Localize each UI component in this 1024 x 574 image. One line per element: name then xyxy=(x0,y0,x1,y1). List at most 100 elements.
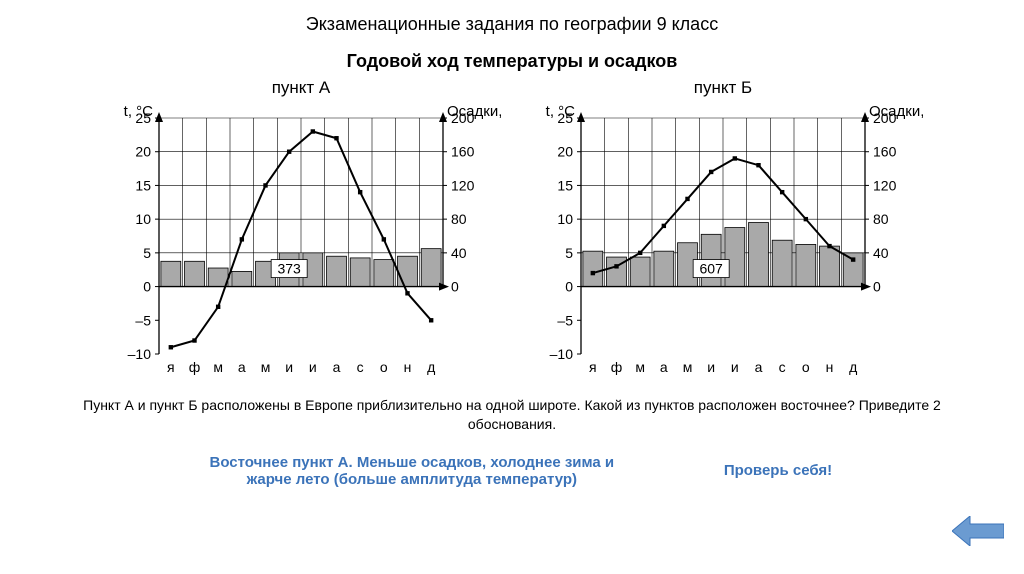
svg-text:и: и xyxy=(285,359,293,375)
svg-text:0: 0 xyxy=(565,279,573,295)
svg-text:а: а xyxy=(660,359,668,375)
svg-text:д: д xyxy=(849,359,857,375)
svg-text:120: 120 xyxy=(451,177,475,193)
temperature-marker xyxy=(358,190,362,194)
temperature-marker xyxy=(685,197,689,201)
arrow-left-icon[interactable] xyxy=(952,516,1004,546)
svg-text:ф: ф xyxy=(189,359,201,375)
svg-text:40: 40 xyxy=(873,245,889,261)
precip-bar xyxy=(350,258,370,287)
svg-text:15: 15 xyxy=(557,177,573,193)
annual-precip-label: 607 xyxy=(699,261,723,277)
temperature-marker xyxy=(240,237,244,241)
svg-text:а: а xyxy=(755,359,763,375)
svg-text:120: 120 xyxy=(873,177,897,193)
precip-bar xyxy=(327,256,347,286)
svg-text:80: 80 xyxy=(451,211,467,227)
svg-text:а: а xyxy=(333,359,341,375)
svg-text:160: 160 xyxy=(451,144,475,160)
svg-text:5: 5 xyxy=(565,245,573,261)
temperature-marker xyxy=(662,224,666,228)
svg-text:н: н xyxy=(826,359,834,375)
left-axis-label: t, °C xyxy=(124,103,154,120)
svg-text:а: а xyxy=(238,359,246,375)
temperature-marker xyxy=(169,345,173,349)
precip-bar xyxy=(749,223,769,287)
svg-text:15: 15 xyxy=(135,177,151,193)
precip-bar xyxy=(421,249,441,287)
chart-a-subtitle: пункт А xyxy=(101,78,501,98)
svg-text:н: н xyxy=(404,359,412,375)
temperature-marker xyxy=(382,237,386,241)
answer-row: Восточнее пункт А. Меньше осадков, холод… xyxy=(0,454,1024,488)
temperature-marker xyxy=(192,338,196,342)
temperature-marker xyxy=(614,264,618,268)
precip-bar xyxy=(772,240,792,286)
temperature-marker xyxy=(263,183,267,187)
temperature-marker xyxy=(827,244,831,248)
precip-bar xyxy=(185,261,205,286)
left-axis-label: t, °C xyxy=(546,103,576,120)
question-text: Пункт А и пункт Б расположены в Европе п… xyxy=(72,396,952,434)
temperature-marker xyxy=(591,271,595,275)
chart-b-block: пункт Б 607–10–5051015202504080120160200… xyxy=(523,78,923,382)
temperature-marker xyxy=(287,150,291,154)
svg-text:10: 10 xyxy=(557,211,573,227)
temperature-marker xyxy=(709,170,713,174)
svg-text:м: м xyxy=(635,359,645,375)
answer-text: Восточнее пункт А. Меньше осадков, холод… xyxy=(192,454,632,488)
temperature-marker xyxy=(334,136,338,140)
precip-bar xyxy=(161,261,181,286)
svg-text:о: о xyxy=(802,359,810,375)
precip-bar xyxy=(583,251,603,286)
svg-text:м: м xyxy=(213,359,223,375)
svg-text:с: с xyxy=(357,359,364,375)
temperature-marker xyxy=(780,190,784,194)
chart-main-title: Годовой ход температуры и осадков xyxy=(0,51,1024,72)
precip-bar xyxy=(398,256,418,286)
temperature-marker xyxy=(733,156,737,160)
page-title: Экзаменационные задания по географии 9 к… xyxy=(0,0,1024,35)
svg-text:и: и xyxy=(309,359,317,375)
temperature-marker xyxy=(756,163,760,167)
svg-text:–10: –10 xyxy=(128,346,152,362)
svg-text:д: д xyxy=(427,359,435,375)
precip-bar xyxy=(796,244,816,286)
svg-text:я: я xyxy=(167,359,175,375)
svg-text:0: 0 xyxy=(451,279,459,295)
svg-text:м: м xyxy=(261,359,271,375)
svg-text:40: 40 xyxy=(451,245,467,261)
svg-text:20: 20 xyxy=(135,144,151,160)
svg-text:20: 20 xyxy=(557,144,573,160)
svg-text:–5: –5 xyxy=(557,312,573,328)
precip-bar xyxy=(374,260,394,287)
precip-bar xyxy=(630,257,650,287)
chart-a-svg: 373–10–5051015202504080120160200яфмамииа… xyxy=(101,102,501,382)
svg-text:и: и xyxy=(731,359,739,375)
temperature-marker xyxy=(216,305,220,309)
svg-text:0: 0 xyxy=(873,279,881,295)
svg-text:я: я xyxy=(589,359,597,375)
svg-text:–5: –5 xyxy=(135,312,151,328)
svg-text:о: о xyxy=(380,359,388,375)
precip-bar xyxy=(208,268,228,287)
charts-row: пункт А 373–10–5051015202504080120160200… xyxy=(0,78,1024,382)
precip-bar xyxy=(820,246,840,286)
temperature-marker xyxy=(851,257,855,261)
svg-text:80: 80 xyxy=(873,211,889,227)
temperature-marker xyxy=(311,129,315,133)
annual-precip-label: 373 xyxy=(277,261,301,277)
svg-text:5: 5 xyxy=(143,245,151,261)
temperature-marker xyxy=(429,318,433,322)
svg-text:160: 160 xyxy=(873,144,897,160)
chart-a-block: пункт А 373–10–5051015202504080120160200… xyxy=(101,78,501,382)
svg-text:10: 10 xyxy=(135,211,151,227)
temperature-marker xyxy=(638,251,642,255)
temperature-marker xyxy=(405,291,409,295)
check-yourself: Проверь себя! xyxy=(724,462,832,479)
right-axis-label: Осадки, мм xyxy=(869,103,923,120)
chart-b-subtitle: пункт Б xyxy=(523,78,923,98)
svg-text:–10: –10 xyxy=(550,346,574,362)
right-axis-label: Осадки, мм xyxy=(447,103,501,120)
svg-text:и: и xyxy=(707,359,715,375)
